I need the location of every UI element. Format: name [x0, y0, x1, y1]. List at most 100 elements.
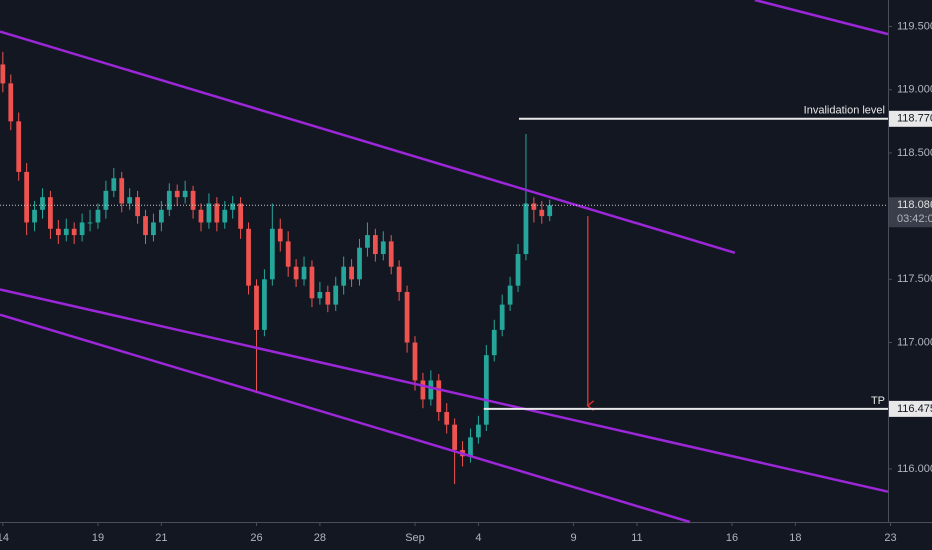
candle-body [444, 412, 450, 425]
candle-body [396, 266, 402, 292]
y-tick-label: 116.000 [897, 463, 932, 475]
x-tick-label: 9 [570, 532, 576, 544]
candle-body [8, 83, 14, 122]
candle-body [55, 228, 61, 236]
candle-body [166, 190, 172, 210]
countdown-label: 03:42:07 [897, 213, 932, 225]
candle-body [420, 380, 426, 400]
x-tick-label: 16 [726, 532, 738, 544]
candle-body [238, 203, 244, 229]
y-tick-label: 119.000 [897, 84, 932, 96]
candle-body [32, 209, 37, 223]
candle-body [452, 424, 457, 450]
candle-body [491, 329, 497, 356]
x-tick-label: 28 [314, 532, 326, 544]
candle-body [349, 266, 354, 280]
candle-body [523, 203, 529, 255]
candle-body [63, 228, 69, 236]
candle-body [531, 203, 537, 210]
x-tick-label: 26 [250, 532, 262, 544]
candle-body [333, 285, 339, 305]
candle-body [365, 235, 370, 248]
candle-body [317, 291, 323, 299]
candle-body [293, 266, 299, 280]
candle-body [246, 228, 251, 286]
price-label: 116.475 [897, 403, 932, 415]
candle-body [436, 380, 442, 413]
candle-body [309, 266, 315, 299]
candle-body [214, 203, 220, 223]
candle-body [404, 291, 410, 343]
candle-body [428, 380, 434, 400]
candle-body [539, 209, 545, 217]
price-label: 118.770 [897, 113, 932, 125]
candle-body [507, 285, 513, 305]
candle-body [182, 190, 188, 198]
y-tick-label: 117.500 [897, 273, 932, 285]
last-price-label: 118.086 [897, 199, 932, 211]
candle-body [285, 241, 291, 267]
price-label-box [889, 400, 932, 417]
candle-body [206, 203, 212, 223]
candle-body [222, 209, 228, 223]
candle-body [143, 216, 148, 236]
candle-body [341, 266, 347, 286]
x-tick-label: 23 [884, 532, 896, 544]
candle-body [24, 171, 30, 223]
trend-line [0, 288, 889, 493]
candle-body [158, 209, 164, 223]
trend-line [0, 313, 691, 524]
candle-body [388, 241, 394, 267]
candle-body [198, 209, 204, 223]
candle-body [135, 197, 140, 217]
candle-body [119, 178, 125, 204]
y-tick-label: 117.000 [897, 336, 932, 348]
candle-body [325, 291, 331, 305]
candle-body [468, 437, 473, 457]
candle-body [174, 190, 180, 198]
candle-body [277, 228, 283, 242]
candle-body [547, 205, 553, 217]
candle-body [499, 304, 505, 330]
x-tick-label: 4 [475, 532, 481, 544]
candle-body [190, 190, 196, 210]
candle-body [111, 178, 117, 191]
candle-body [269, 228, 275, 280]
candle-body [372, 235, 378, 255]
candle-body [483, 355, 489, 425]
candle-body [71, 228, 77, 236]
price-line-label: Invalidation level [804, 105, 885, 117]
candle-body [412, 342, 418, 381]
x-tick-label: 14 [0, 532, 9, 544]
candle-body [301, 266, 307, 280]
x-tick-label: 11 [631, 532, 642, 544]
candle-body [380, 241, 386, 255]
x-tick-label: 18 [789, 532, 801, 544]
candle-body [16, 121, 22, 172]
candle-body [515, 254, 521, 286]
candle-body [103, 190, 109, 210]
candle-body [40, 197, 45, 210]
x-tick-label: 19 [92, 532, 104, 544]
candle-body [151, 222, 156, 236]
x-tick-label: Sep [405, 532, 425, 544]
x-tick-label: 21 [155, 532, 167, 544]
candle-body [230, 203, 236, 210]
candle-body [87, 222, 93, 224]
candle-body [476, 424, 481, 438]
price-label-box [889, 110, 932, 127]
candle-body [95, 209, 101, 223]
candle-body [48, 197, 53, 229]
y-tick-label: 119.500 [897, 20, 932, 32]
candle-body [79, 222, 85, 236]
candle-body [0, 64, 6, 84]
candle-body [262, 279, 267, 330]
trend-line [754, 0, 889, 36]
candle-body [127, 197, 133, 204]
candle-body [357, 247, 362, 280]
y-tick-label: 118.500 [897, 147, 932, 159]
trend-line [0, 30, 736, 254]
